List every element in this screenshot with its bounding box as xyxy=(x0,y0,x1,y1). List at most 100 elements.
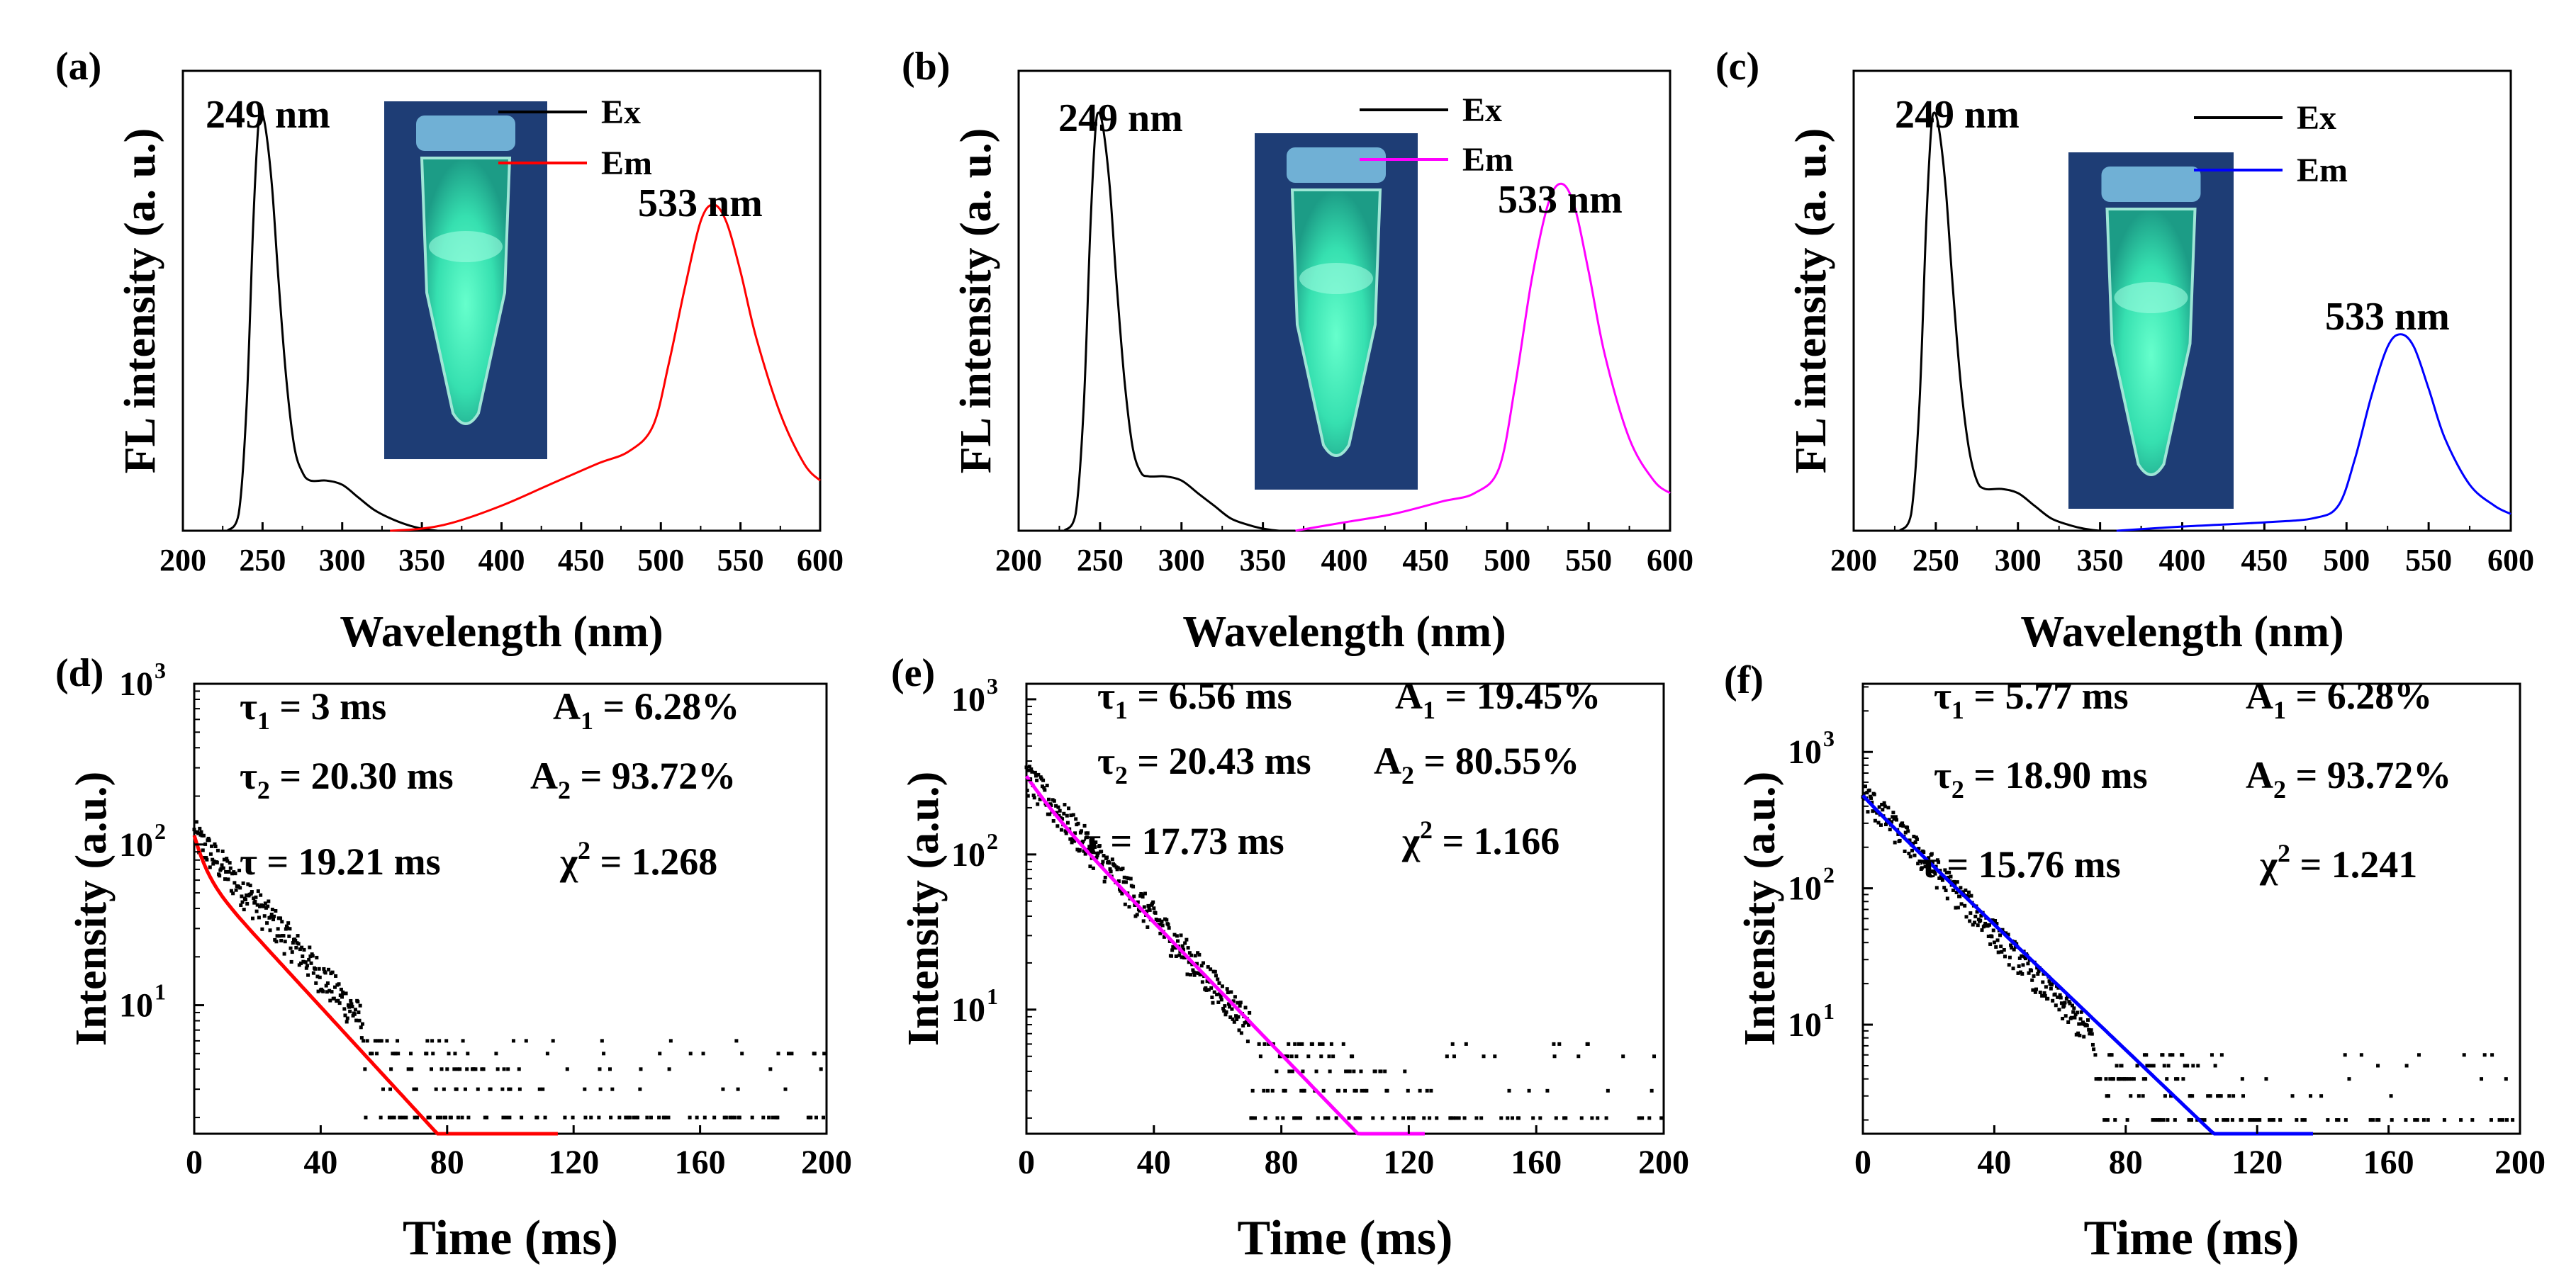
x-tick-label: 0 xyxy=(186,1144,203,1181)
data-point xyxy=(1059,828,1063,832)
data-point xyxy=(1214,974,1218,978)
data-point xyxy=(476,1087,480,1091)
data-point xyxy=(1206,988,1211,992)
data-point xyxy=(2415,1118,2419,1122)
data-point xyxy=(425,1039,430,1043)
data-point xyxy=(1205,979,1209,984)
data-point xyxy=(1170,948,1175,952)
peak-annotation-em: 533 nm xyxy=(1498,178,1623,222)
data-point xyxy=(359,1025,363,1030)
data-point xyxy=(346,1003,350,1007)
data-point xyxy=(330,990,334,994)
legend: Ex Em xyxy=(498,94,652,182)
data-point xyxy=(2326,1118,2330,1122)
tube-meniscus xyxy=(2114,282,2188,313)
fit-result-value: = 6.28% xyxy=(593,685,739,728)
data-point xyxy=(313,967,318,971)
x-tick-label: 80 xyxy=(2109,1144,2143,1181)
data-point xyxy=(1895,818,1899,822)
data-point xyxy=(1146,903,1150,908)
x-tick-label: 350 xyxy=(2077,543,2124,577)
data-point xyxy=(1045,784,1049,788)
data-point xyxy=(551,1039,555,1043)
data-point xyxy=(1145,909,1149,913)
data-point xyxy=(291,941,295,945)
data-point xyxy=(1973,920,1977,925)
data-point xyxy=(517,1067,521,1071)
data-point xyxy=(289,959,293,964)
data-point xyxy=(617,1115,622,1120)
x-tick-label: 120 xyxy=(548,1144,599,1181)
fit-curve xyxy=(1861,794,2313,1136)
panel-label: (a) xyxy=(55,45,101,89)
data-point xyxy=(502,1067,506,1071)
data-point xyxy=(1586,1042,1590,1046)
data-point xyxy=(299,961,303,965)
data-point xyxy=(1287,1069,1292,1074)
data-point xyxy=(1185,937,1189,942)
data-point xyxy=(344,991,348,996)
data-point xyxy=(2376,1064,2380,1068)
data-point xyxy=(1222,1009,1226,1013)
data-point xyxy=(1893,815,1898,819)
fit-result-text: A2 = 93.72% xyxy=(530,755,736,804)
fit-result-text: τ1 = 5.77 ms xyxy=(1934,675,2129,724)
data-point xyxy=(1650,1088,1654,1093)
data-point xyxy=(2075,1010,2079,1015)
data-point xyxy=(1270,1088,1275,1093)
data-point xyxy=(2058,993,2062,997)
data-point xyxy=(1209,986,1214,990)
data-point xyxy=(1229,990,1233,994)
series-ex-line xyxy=(226,111,454,532)
data-point xyxy=(2141,1094,2145,1098)
y-tick-exponent: 1 xyxy=(155,979,166,1005)
data-point xyxy=(279,916,283,920)
data-point xyxy=(1959,902,1964,906)
data-point xyxy=(370,1052,374,1056)
data-point xyxy=(1450,1042,1455,1046)
data-point xyxy=(2016,971,2020,975)
peak-annotation-ex: 249 nm xyxy=(206,93,330,137)
data-point xyxy=(2011,967,2015,971)
data-point xyxy=(1123,902,1127,906)
data-point xyxy=(645,1115,649,1120)
data-point xyxy=(1199,964,1204,968)
data-point xyxy=(2072,1006,2076,1010)
data-point xyxy=(1452,1054,1456,1059)
data-point xyxy=(1147,906,1151,910)
data-point xyxy=(2421,1118,2426,1122)
data-point xyxy=(2504,1118,2509,1122)
data-point xyxy=(365,1039,369,1043)
data-point xyxy=(1606,1088,1610,1093)
data-point xyxy=(1172,933,1177,937)
data-point xyxy=(1935,858,1939,862)
fit-result-value: = 19.45% xyxy=(1435,675,1601,717)
data-point xyxy=(1153,911,1158,915)
x-tick-label: 550 xyxy=(1565,543,1612,577)
data-point xyxy=(1358,1116,1362,1120)
x-tick-label: 40 xyxy=(1137,1144,1171,1181)
data-point xyxy=(337,1001,342,1005)
data-point xyxy=(736,1087,740,1091)
data-point xyxy=(1299,1116,1303,1120)
data-point xyxy=(1038,797,1042,801)
data-point xyxy=(2102,1118,2107,1122)
data-point xyxy=(1082,849,1086,853)
data-point xyxy=(1243,1005,1248,1010)
data-point xyxy=(740,1052,744,1056)
fit-result-text: τ2 = 20.43 ms xyxy=(1097,740,1311,789)
data-point xyxy=(274,940,279,944)
fit-result-subscript: 1 xyxy=(1115,696,1128,724)
legend-label: Ex xyxy=(1462,91,1502,129)
data-point xyxy=(325,990,329,994)
fit-result-value: = 1.268 xyxy=(590,840,717,883)
data-point xyxy=(445,1067,449,1071)
data-point xyxy=(1905,826,1910,830)
data-point xyxy=(1464,1042,1468,1046)
data-point xyxy=(2271,1118,2275,1122)
data-point xyxy=(1914,835,1918,840)
fit-result-value: = 18.90 ms xyxy=(1964,754,2148,796)
data-point xyxy=(767,1115,771,1120)
y-tick-label: 10 xyxy=(951,836,985,874)
data-point xyxy=(2240,1077,2244,1081)
